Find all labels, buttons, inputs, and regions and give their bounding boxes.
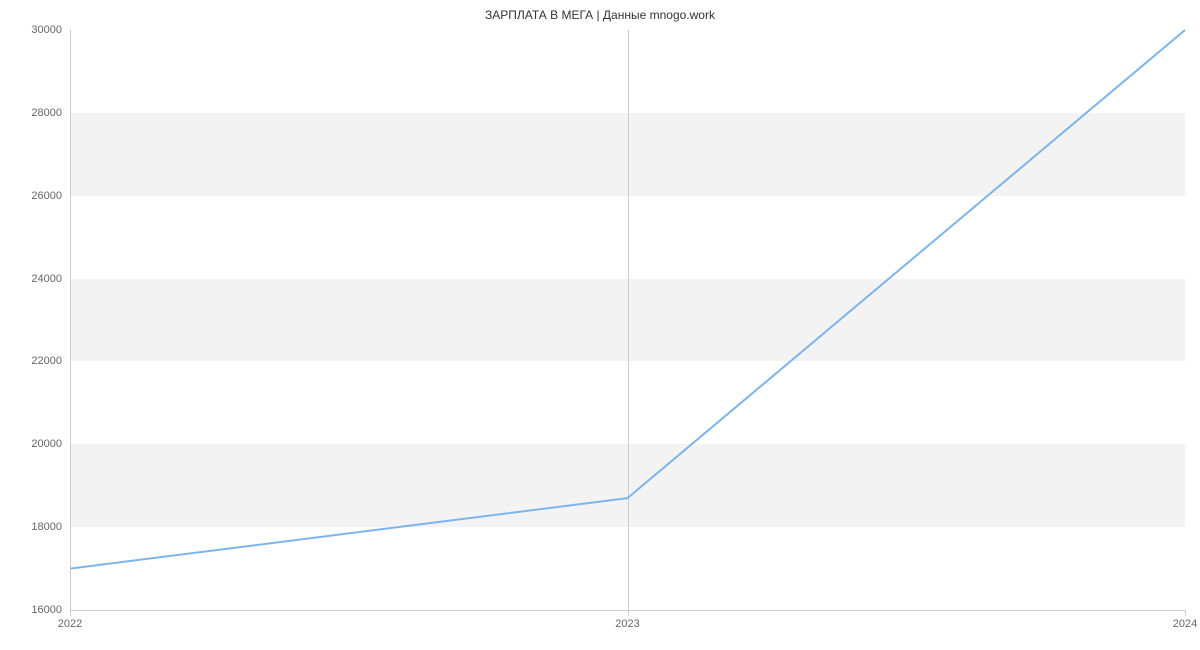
y-axis-tick-label: 26000 bbox=[31, 190, 62, 202]
x-axis-tick-label: 2024 bbox=[1173, 618, 1197, 630]
y-axis-tick-label: 22000 bbox=[31, 355, 62, 367]
chart-title: ЗАРПЛАТА В МЕГА | Данные mnogo.work bbox=[0, 8, 1200, 22]
y-axis-line bbox=[70, 30, 71, 610]
y-axis-tick-label: 30000 bbox=[31, 24, 62, 36]
y-axis-tick-label: 18000 bbox=[31, 521, 62, 533]
salary-line-chart: ЗАРПЛАТА В МЕГА | Данные mnogo.work 1600… bbox=[0, 0, 1200, 650]
y-axis-tick-label: 20000 bbox=[31, 438, 62, 450]
y-axis-tick-label: 16000 bbox=[31, 604, 62, 616]
series-line-salary bbox=[70, 30, 1185, 569]
x-axis-tick-mark bbox=[1185, 610, 1186, 616]
x-axis-line bbox=[70, 610, 1185, 611]
x-axis-tick-label: 2022 bbox=[58, 618, 82, 630]
y-axis-tick-label: 24000 bbox=[31, 273, 62, 285]
line-series-svg bbox=[70, 30, 1185, 610]
y-axis-tick-label: 28000 bbox=[31, 107, 62, 119]
plot-area: 1600018000200002200024000260002800030000… bbox=[70, 30, 1185, 610]
x-axis-tick-label: 2023 bbox=[615, 618, 639, 630]
